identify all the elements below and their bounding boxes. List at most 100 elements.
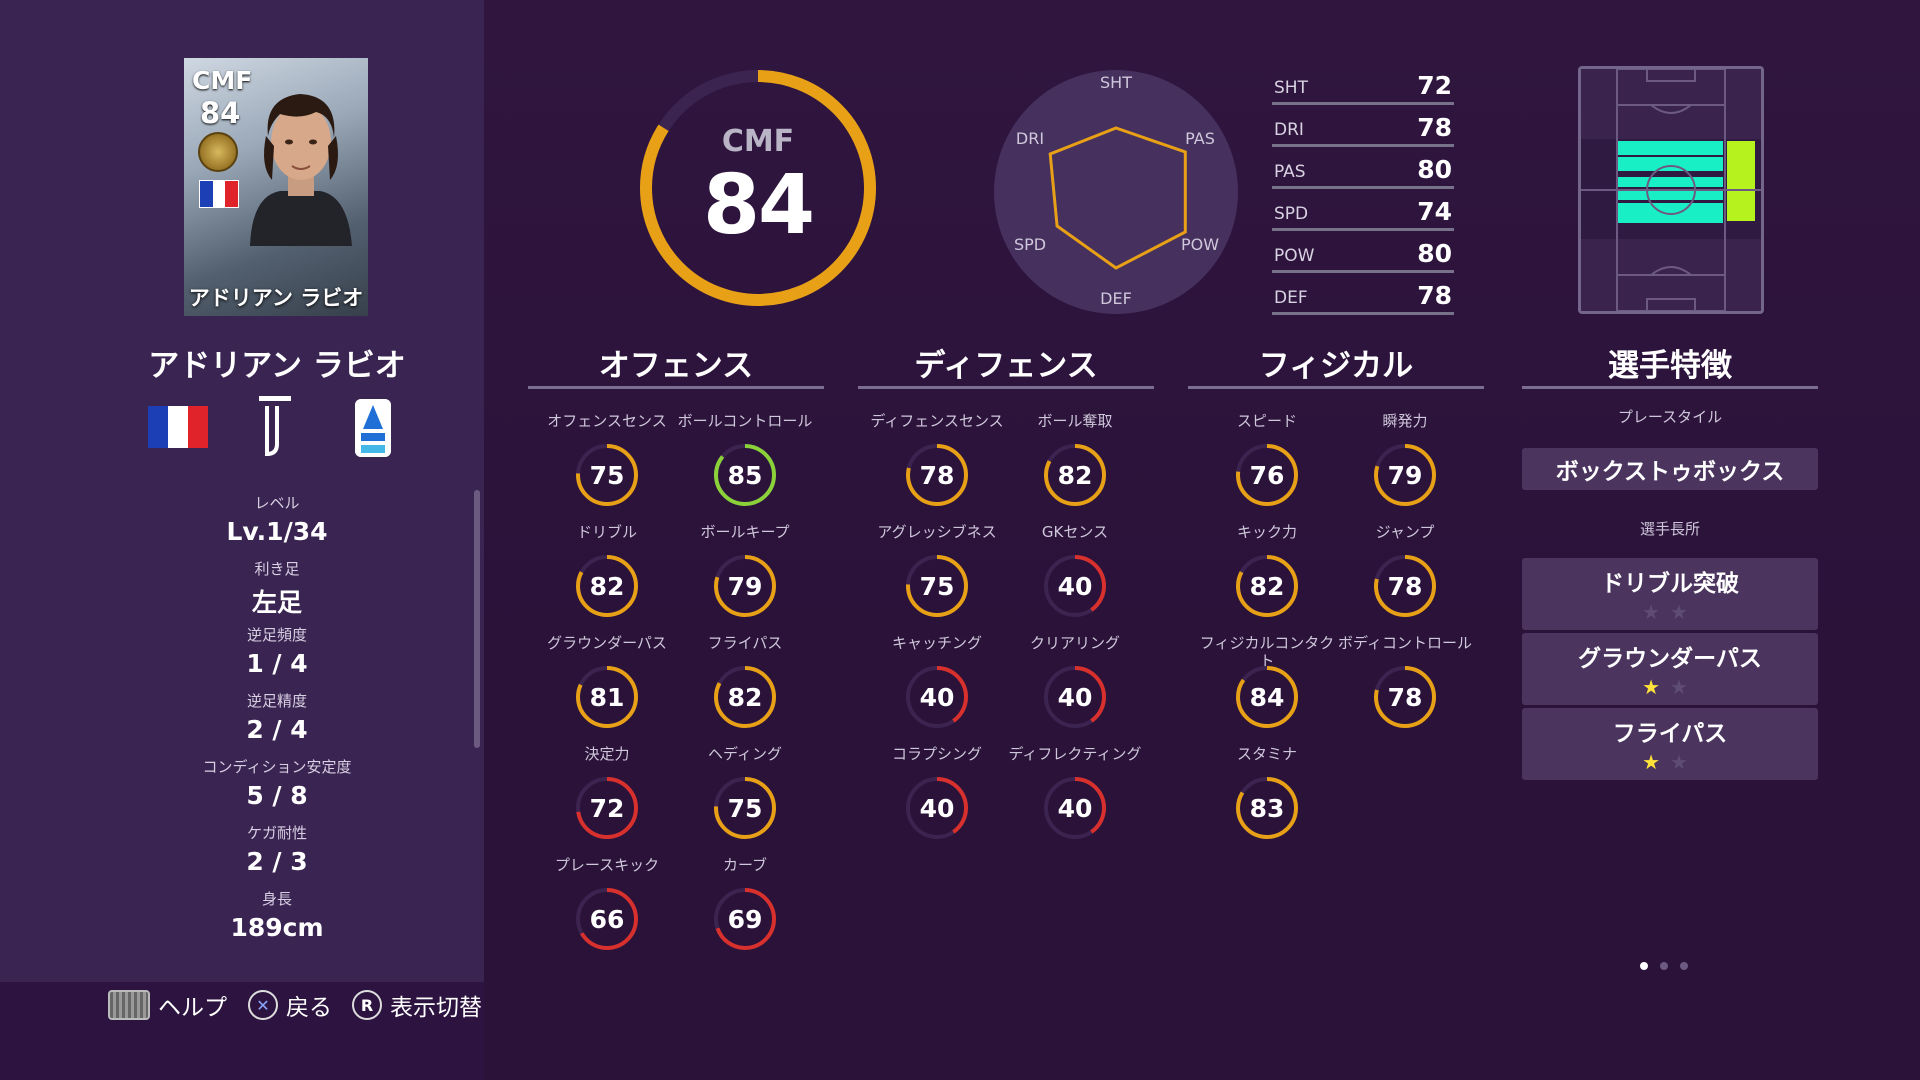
stat-label: 瞬発力 — [1382, 412, 1428, 430]
stat-ring — [906, 555, 968, 617]
summary-value: 80 — [1417, 155, 1452, 184]
r-key-icon: R — [352, 990, 382, 1020]
page-dot[interactable] — [1640, 962, 1648, 970]
injury-resistance-label: ケガ耐性 — [246, 824, 307, 842]
stat-ring-arc — [1044, 666, 1106, 728]
switch-view-button[interactable]: R 表示切替 — [352, 990, 482, 1021]
page-dot[interactable] — [1660, 962, 1668, 970]
summary-value: 78 — [1417, 113, 1452, 142]
stat-ring-arc — [714, 555, 776, 617]
stat-label: アグレッシブネス — [877, 523, 997, 541]
stat-item: カーブ 69 — [676, 856, 814, 964]
stat-item: ディフェンスセンス 78 — [868, 412, 1006, 520]
playstyle-label: プレースタイル — [1617, 408, 1723, 426]
stat-ring — [714, 555, 776, 617]
club-logo-icon — [259, 396, 291, 456]
overall-ring-arc — [640, 70, 876, 306]
defense-divider — [858, 386, 1154, 389]
summary-label: DEF — [1274, 288, 1308, 308]
back-button[interactable]: ✕ 戻る — [248, 990, 332, 1021]
stat-ring — [1236, 555, 1298, 617]
stat-label: スピード — [1236, 412, 1297, 430]
stat-value: 40 — [919, 793, 955, 823]
stat-item: キャッチング 40 — [868, 634, 1006, 742]
stat-label: ヘディング — [708, 745, 782, 763]
star-empty-icon: ★ — [1670, 600, 1698, 624]
summary-value: 74 — [1417, 197, 1452, 226]
stat-item: ボディコントロール 78 — [1336, 634, 1474, 742]
stat-value: 76 — [1249, 460, 1285, 490]
radar-label-spd: SPD — [1014, 235, 1046, 254]
stat-item: プレースキック 66 — [538, 856, 676, 964]
traits-title: 選手特徴 — [1608, 348, 1732, 384]
page-dot[interactable] — [1680, 962, 1688, 970]
weak-foot-usage-value: 1 / 4 — [246, 649, 308, 678]
radar-background — [994, 70, 1238, 314]
radar-label-pas: PAS — [1185, 129, 1215, 148]
stat-value: 81 — [589, 682, 625, 712]
radar-label-sht: SHT — [1100, 73, 1132, 92]
stat-value: 40 — [1057, 682, 1093, 712]
stat-value: 40 — [919, 682, 955, 712]
stat-item: ボール奪取 82 — [1006, 412, 1144, 520]
stat-label: ジャンプ — [1375, 523, 1435, 541]
stat-item: ボールキープ 79 — [676, 523, 814, 631]
stat-label: ドリブル — [576, 523, 637, 541]
stat-ring-arc — [906, 444, 968, 506]
france-flag-icon — [199, 180, 239, 208]
summary-row-pow: POW 80 — [1272, 230, 1454, 273]
card-position: CMF — [192, 66, 253, 95]
stat-value: 83 — [1249, 793, 1285, 823]
stat-ring-arc — [1044, 777, 1106, 839]
summary-value: 72 — [1417, 71, 1452, 100]
stat-label: クリアリング — [1029, 634, 1120, 652]
help-button[interactable]: ヘルプ — [108, 990, 227, 1021]
stat-ring-arc — [576, 555, 638, 617]
summary-value: 78 — [1417, 281, 1452, 310]
page-indicator[interactable] — [1640, 962, 1688, 970]
star-empty-icon: ★ — [1670, 675, 1698, 699]
stat-ring — [1374, 555, 1436, 617]
stat-value: 40 — [1057, 793, 1093, 823]
switch-view-label: 表示切替 — [390, 995, 482, 1021]
stat-value: 82 — [1057, 460, 1093, 490]
stat-ring-arc — [714, 777, 776, 839]
league-logo-icon — [355, 399, 391, 457]
cross-key-icon: ✕ — [248, 990, 278, 1020]
stat-ring — [576, 444, 638, 506]
stat-ring — [714, 444, 776, 506]
stat-ring-arc — [714, 888, 776, 950]
stat-label: フィジカルコンタクト — [1199, 634, 1335, 670]
stat-label: カーブ — [722, 856, 768, 874]
stat-item: ヘディング 75 — [676, 745, 814, 853]
stat-value: 82 — [589, 571, 625, 601]
overall-value: 84 — [702, 158, 815, 253]
injury-resistance-value: 2 / 3 — [246, 847, 308, 876]
stat-ring — [714, 888, 776, 950]
stat-ring — [1374, 444, 1436, 506]
stat-value: 78 — [1387, 571, 1423, 601]
info-scrollbar[interactable] — [474, 490, 480, 748]
summary-label: DRI — [1274, 120, 1304, 140]
stat-value: 66 — [589, 904, 625, 934]
weak-foot-accuracy-value: 2 / 4 — [246, 715, 308, 744]
stat-label: ボールコントロール — [677, 412, 813, 430]
skill-name: フライパス — [1612, 721, 1728, 747]
offense-divider — [528, 386, 824, 389]
height-value: 189cm — [230, 913, 324, 942]
player-card: CMF 84 アドリアン ラビオ — [184, 58, 368, 316]
weak-foot-usage-label: 逆足頻度 — [246, 626, 307, 644]
stat-label: グラウンダーパス — [547, 634, 667, 652]
skill-stars: ★★ — [1522, 675, 1818, 699]
stat-label: 決定力 — [584, 745, 630, 763]
stat-ring-arc — [1236, 777, 1298, 839]
stat-ring-arc — [576, 444, 638, 506]
player-portrait — [250, 94, 352, 246]
stat-value: 82 — [727, 682, 763, 712]
skill-name: グラウンダーパス — [1578, 646, 1762, 672]
stat-ring — [906, 777, 968, 839]
foot-value: 左足 — [251, 588, 302, 617]
summary-row-def: DEF 78 — [1272, 272, 1454, 315]
playstyle-value: ボックストゥボックス — [1522, 448, 1818, 490]
skill-item: ドリブル突破 ★★ — [1522, 558, 1818, 630]
